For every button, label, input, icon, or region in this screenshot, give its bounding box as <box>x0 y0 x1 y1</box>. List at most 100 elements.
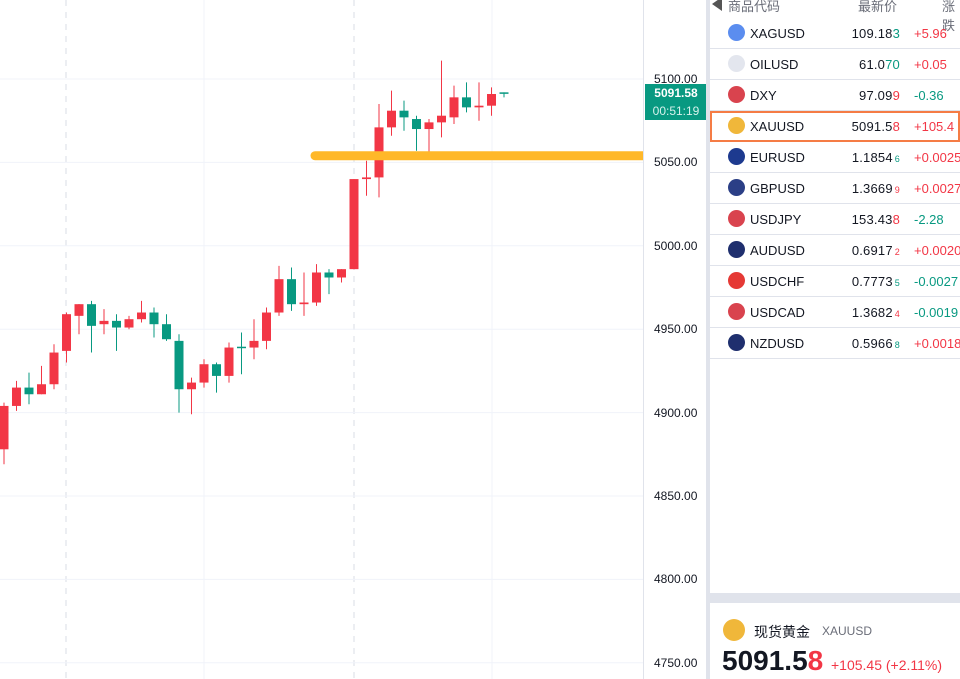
price-tick: 5050.00 <box>654 155 698 170</box>
gold-icon <box>728 117 745 134</box>
col-price[interactable]: 最新价 <box>858 0 898 14</box>
row-price-last-digit: 70 <box>885 56 900 72</box>
row-price: 1.1854 6 <box>852 150 900 165</box>
candle-body <box>387 110 396 128</box>
row-price: 1.3682 4 <box>852 305 900 320</box>
row-change: +105.4 <box>914 119 955 134</box>
watchlist-row[interactable]: USDCHF 0.7773 5 -0.0027 <box>710 266 960 297</box>
col-change[interactable]: 涨跌 <box>942 0 956 33</box>
panel-divider[interactable] <box>706 0 710 679</box>
watchlist-row[interactable]: XAUUSD 5091.58 +105.4 <box>710 111 960 142</box>
candle-body <box>74 304 84 316</box>
oil-icon <box>728 55 745 72</box>
row-price-last-digit: 8 <box>894 339 900 350</box>
row-price-last-digit: 8 <box>892 211 900 227</box>
row-price: 61.070 <box>859 57 900 72</box>
candle-body <box>312 272 321 303</box>
price-tick: 4800.00 <box>654 572 698 587</box>
candle-body <box>149 312 159 325</box>
detail-change: +105.45 (+2.11%) <box>831 657 943 673</box>
row-price: 0.6917 2 <box>852 243 900 258</box>
watchlist-row[interactable]: USDCAD 1.3682 4 -0.0019 <box>710 297 960 328</box>
row-symbol: USDCHF <box>750 273 805 289</box>
row-price: 109.183 <box>852 26 900 41</box>
watchlist-row[interactable]: OILUSD 61.070 +0.05 <box>710 49 960 80</box>
row-price: 97.099 <box>859 88 900 103</box>
collapse-arrow-icon[interactable] <box>712 0 722 11</box>
candle-body <box>424 122 434 130</box>
candle-body <box>124 319 134 328</box>
candle-body <box>0 405 9 450</box>
price-tick: 4950.00 <box>654 322 698 337</box>
detail-price: 5091.5 <box>722 645 808 676</box>
gold-icon <box>723 619 745 641</box>
uk-flag-icon <box>728 179 745 196</box>
panel-divider-horizontal <box>710 593 960 598</box>
row-price-main: 1.3669 <box>851 180 893 196</box>
candle-body <box>412 119 421 130</box>
watchlist-row[interactable]: GBPUSD 1.3669 9 +0.0027 <box>710 173 960 204</box>
last-price-label: 5091.58 <box>645 84 707 103</box>
price-tick: 4850.00 <box>654 489 698 503</box>
candle-body <box>362 177 371 180</box>
candle-body <box>99 320 109 325</box>
row-price: 0.7773 5 <box>852 274 900 289</box>
nz-flag-icon <box>728 334 745 351</box>
candle-body <box>449 97 459 118</box>
row-price-main: 5091.5 <box>851 119 893 134</box>
row-price-main: 0.5966 <box>851 335 893 351</box>
row-change: +5.96 <box>914 25 947 41</box>
ch-flag-icon <box>728 272 745 289</box>
detail-symbol: XAUUSD <box>822 624 873 638</box>
row-change: +0.0025 <box>914 149 960 165</box>
candle-body <box>474 105 484 108</box>
watchlist: 商品代码 最新价 涨跌 XAGUSD 109.183 +5.96 OILUSD … <box>710 0 960 593</box>
row-symbol: XAUUSD <box>750 119 805 134</box>
price-axis[interactable]: 4750.00 4800.00 4850.00 4900.00 4950.00 5000.… <box>643 0 707 679</box>
row-change: -0.0027 <box>914 273 959 289</box>
row-symbol: DXY <box>750 87 777 103</box>
row-price-main: 109.18 <box>851 25 893 41</box>
candle-body <box>274 279 284 313</box>
us-flag-icon <box>728 86 745 103</box>
col-symbol[interactable]: 商品代码 <box>728 0 781 14</box>
candle-body <box>437 115 446 123</box>
row-price: 153.438 <box>852 212 900 227</box>
row-change: -0.0019 <box>914 304 959 320</box>
candle-body <box>499 92 509 94</box>
row-price-last-digit: 8 <box>892 119 900 134</box>
price-tick: 5100.00 <box>654 72 698 86</box>
watchlist-row[interactable]: AUDUSD 0.6917 2 +0.0020 <box>710 235 960 266</box>
watchlist-row[interactable]: USDJPY 153.438 -2.28 <box>710 204 960 235</box>
row-price-last-digit: 5 <box>894 277 900 288</box>
price-tick: 5000.00 <box>654 238 698 253</box>
row-change: +0.0018 <box>914 335 960 351</box>
row-price: 1.3669 9 <box>852 181 900 196</box>
row-price-main: 1.1854 <box>851 149 893 165</box>
price-tick: 4900.00 <box>654 405 698 420</box>
row-symbol: AUDUSD <box>750 242 805 258</box>
candle-body <box>299 302 309 305</box>
candle-body <box>37 384 46 395</box>
candle-body <box>87 304 96 326</box>
jp-flag-icon <box>728 210 745 227</box>
row-price-main: 0.6917 <box>851 242 893 258</box>
row-change: +0.0027 <box>914 180 960 196</box>
row-symbol: GBPUSD <box>750 180 805 196</box>
row-price-last-digit: 9 <box>894 184 900 195</box>
candle-body <box>24 387 34 395</box>
watchlist-row[interactable]: XAGUSD 109.183 +5.96 <box>710 18 960 49</box>
row-price-last-digit: 3 <box>892 25 900 41</box>
bar-countdown-label: 00:51:19 <box>645 102 707 121</box>
candle-body <box>337 269 346 278</box>
candle-body <box>187 382 196 390</box>
row-price-last-digit: 6 <box>894 153 900 164</box>
row-symbol: USDCAD <box>750 304 805 320</box>
watchlist-row[interactable]: NZDUSD 0.5966 8 +0.0018 <box>710 328 960 359</box>
candle-body <box>349 179 359 270</box>
row-symbol: NZDUSD <box>750 335 805 351</box>
watchlist-row[interactable]: EURUSD 1.1854 6 +0.0025 <box>710 142 960 173</box>
candlestick-chart[interactable] <box>0 0 643 679</box>
watchlist-row[interactable]: DXY 97.099 -0.36 <box>710 80 960 111</box>
watchlist-header: 商品代码 最新价 涨跌 <box>710 0 960 33</box>
